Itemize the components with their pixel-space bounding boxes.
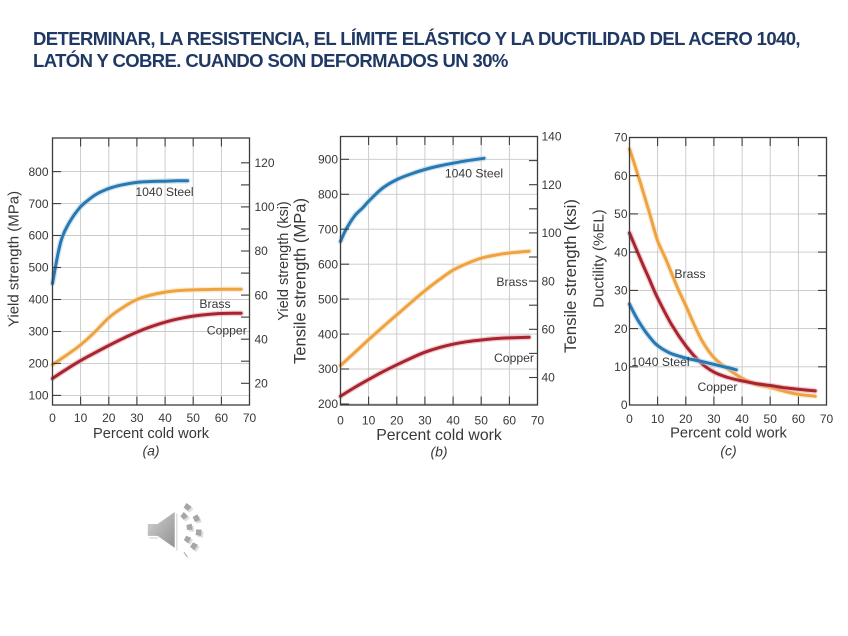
svg-text:60: 60 bbox=[614, 169, 628, 183]
svg-text:Yield strength (ksi): Yield strength (ksi) bbox=[276, 201, 292, 321]
svg-text:(b): (b) bbox=[430, 444, 447, 460]
svg-text:Percent cold work: Percent cold work bbox=[670, 426, 787, 442]
svg-text:30: 30 bbox=[130, 411, 144, 425]
svg-text:80: 80 bbox=[542, 274, 556, 288]
svg-text:50: 50 bbox=[475, 414, 489, 428]
svg-text:60: 60 bbox=[792, 412, 806, 426]
svg-text:700: 700 bbox=[28, 197, 48, 211]
svg-text:0: 0 bbox=[49, 411, 56, 425]
svg-text:300: 300 bbox=[28, 325, 48, 339]
svg-text:(a): (a) bbox=[142, 443, 159, 459]
svg-text:200: 200 bbox=[28, 357, 48, 371]
svg-text:200: 200 bbox=[318, 397, 338, 411]
svg-text:600: 600 bbox=[318, 257, 338, 271]
svg-text:70: 70 bbox=[243, 411, 257, 425]
svg-text:10: 10 bbox=[651, 412, 665, 426]
svg-text:10: 10 bbox=[74, 411, 88, 425]
svg-text:100: 100 bbox=[542, 226, 562, 240]
svg-text:20: 20 bbox=[102, 411, 116, 425]
svg-text:0: 0 bbox=[621, 398, 628, 412]
svg-text:1040 Steel: 1040 Steel bbox=[631, 355, 689, 369]
svg-text:Copper: Copper bbox=[207, 324, 247, 338]
svg-text:60: 60 bbox=[542, 323, 556, 337]
svg-text:60: 60 bbox=[503, 414, 517, 428]
svg-text:Brass: Brass bbox=[496, 275, 527, 289]
svg-text:40: 40 bbox=[158, 411, 172, 425]
svg-text:700: 700 bbox=[318, 222, 338, 236]
svg-text:100: 100 bbox=[255, 200, 275, 214]
svg-text:Percent cold work: Percent cold work bbox=[376, 427, 502, 444]
svg-text:Copper: Copper bbox=[698, 380, 738, 394]
svg-text:70: 70 bbox=[614, 131, 628, 145]
svg-text:Tensile strength (ksi): Tensile strength (ksi) bbox=[561, 199, 580, 353]
svg-text:30: 30 bbox=[707, 412, 721, 426]
svg-text:0: 0 bbox=[626, 412, 633, 426]
svg-text:140: 140 bbox=[542, 130, 562, 144]
svg-text:20: 20 bbox=[614, 322, 628, 336]
svg-text:Brass: Brass bbox=[199, 297, 230, 311]
svg-text:Copper: Copper bbox=[494, 351, 534, 365]
svg-text:20: 20 bbox=[390, 414, 404, 428]
svg-text:50: 50 bbox=[187, 411, 201, 425]
svg-text:600: 600 bbox=[28, 229, 48, 243]
svg-text:500: 500 bbox=[28, 261, 48, 275]
svg-text:20: 20 bbox=[255, 377, 269, 391]
svg-text:Percent cold work: Percent cold work bbox=[93, 426, 210, 442]
svg-text:40: 40 bbox=[542, 371, 556, 385]
svg-text:300: 300 bbox=[318, 362, 338, 376]
svg-text:40: 40 bbox=[735, 412, 749, 426]
svg-text:120: 120 bbox=[542, 178, 562, 192]
svg-text:40: 40 bbox=[446, 414, 460, 428]
svg-text:40: 40 bbox=[255, 332, 269, 346]
svg-text:70: 70 bbox=[820, 412, 834, 426]
svg-text:60: 60 bbox=[255, 288, 269, 302]
svg-text:1040 Steel: 1040 Steel bbox=[135, 185, 193, 199]
svg-text:Tensile strength (MPa): Tensile strength (MPa) bbox=[291, 198, 310, 364]
svg-text:900: 900 bbox=[318, 153, 338, 167]
svg-text:50: 50 bbox=[764, 412, 778, 426]
svg-text:800: 800 bbox=[28, 165, 48, 179]
svg-text:(c): (c) bbox=[720, 443, 736, 459]
svg-text:Brass: Brass bbox=[674, 267, 705, 281]
svg-text:50: 50 bbox=[614, 207, 628, 221]
svg-text:60: 60 bbox=[215, 411, 229, 425]
svg-text:1040 Steel: 1040 Steel bbox=[445, 167, 503, 181]
svg-text:800: 800 bbox=[318, 188, 338, 202]
svg-text:Ductility (%EL): Ductility (%EL) bbox=[591, 209, 608, 307]
svg-text:40: 40 bbox=[614, 245, 628, 259]
svg-text:0: 0 bbox=[337, 414, 344, 428]
svg-text:80: 80 bbox=[255, 244, 269, 258]
svg-text:10: 10 bbox=[362, 414, 376, 428]
svg-text:Yield strength (MPa): Yield strength (MPa) bbox=[6, 191, 23, 327]
svg-text:100: 100 bbox=[28, 389, 48, 403]
svg-text:400: 400 bbox=[318, 327, 338, 341]
svg-text:500: 500 bbox=[318, 292, 338, 306]
svg-text:70: 70 bbox=[531, 414, 545, 428]
svg-text:10: 10 bbox=[614, 360, 628, 374]
svg-text:20: 20 bbox=[679, 412, 693, 426]
svg-text:400: 400 bbox=[28, 293, 48, 307]
svg-text:30: 30 bbox=[418, 414, 432, 428]
svg-text:120: 120 bbox=[255, 156, 275, 170]
svg-text:30: 30 bbox=[614, 284, 628, 298]
